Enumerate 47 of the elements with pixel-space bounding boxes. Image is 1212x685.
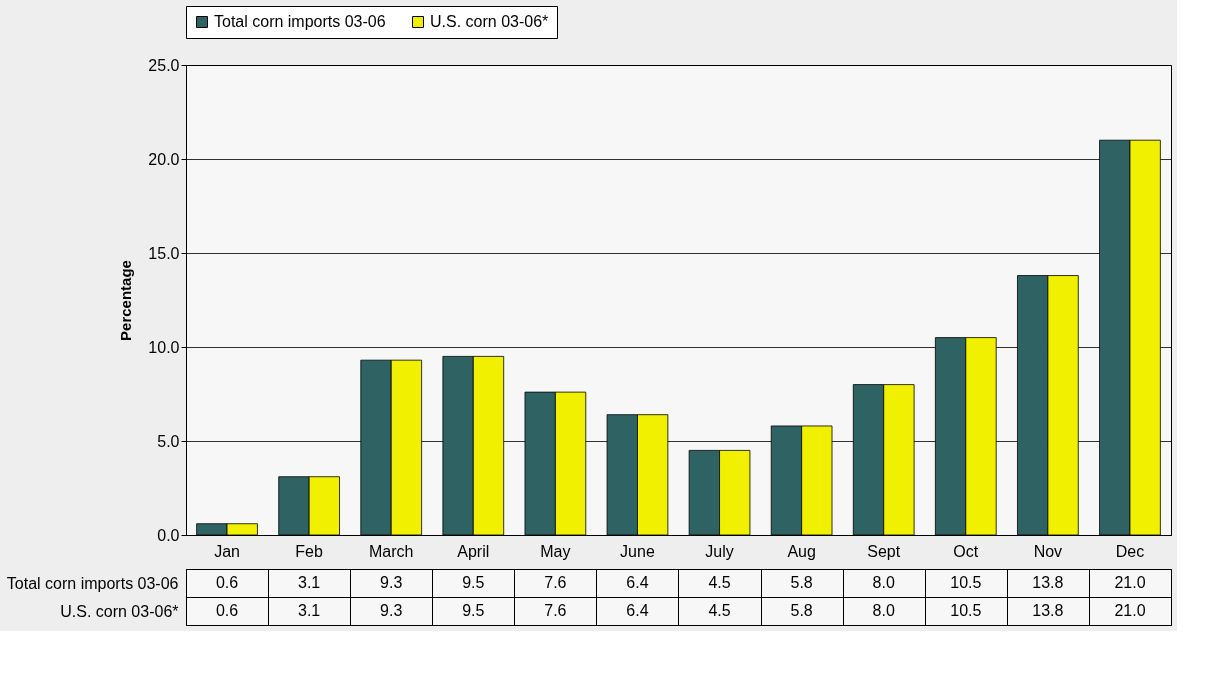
legend-label: Total corn imports 03-06 xyxy=(214,13,386,30)
data-label: 4.5 xyxy=(708,602,731,619)
x-tick-label: Nov xyxy=(1033,542,1063,560)
x-tick-label: Sept xyxy=(867,542,901,560)
x-tick-label: March xyxy=(368,542,414,560)
data-label: 3.1 xyxy=(298,602,321,619)
y-tick-label: 10.0 xyxy=(148,338,180,356)
x-tick-label: June xyxy=(620,542,655,560)
y-tick-label: 15.0 xyxy=(148,244,180,262)
legend-label: U.S. corn 03-06* xyxy=(430,13,549,30)
data-label: 7.6 xyxy=(544,574,567,591)
data-label: 4.5 xyxy=(708,574,731,591)
data-label: 9.3 xyxy=(380,602,403,619)
data-label: 10.5 xyxy=(950,602,982,619)
y-tick-label: 0.0 xyxy=(157,526,180,544)
data-label: 6.4 xyxy=(626,602,649,619)
data-label: 13.8 xyxy=(1032,602,1064,619)
x-tick-label: Feb xyxy=(295,542,324,560)
data-label: 21.0 xyxy=(1114,574,1146,591)
y-tick-label: 20.0 xyxy=(148,150,180,168)
x-tick-label: Oct xyxy=(953,542,979,560)
x-tick-label: Dec xyxy=(1115,542,1145,560)
x-tick-label: July xyxy=(705,542,734,560)
data-label: 0.6 xyxy=(215,602,239,619)
data-label: 9.5 xyxy=(462,602,485,619)
y-tick-label: 25.0 xyxy=(148,56,180,74)
data-label: 5.8 xyxy=(790,602,813,619)
data-label: 10.5 xyxy=(950,574,982,591)
text: U.S. corn 03-06* xyxy=(60,602,179,620)
data-label: 21.0 xyxy=(1114,602,1146,619)
data-label: 9.5 xyxy=(462,574,485,591)
x-tick-label: Jan xyxy=(214,542,240,560)
x-tick-label: April xyxy=(457,542,490,560)
x-tick-label: May xyxy=(540,542,571,560)
data-label: 7.6 xyxy=(544,602,567,619)
data-label: 0.6 xyxy=(215,574,239,591)
x-tick-label: Aug xyxy=(787,542,816,560)
data-label: 13.8 xyxy=(1032,574,1064,591)
data-label: 8.0 xyxy=(872,602,895,619)
data-label: 3.1 xyxy=(298,574,321,591)
y-axis-title: Percentage xyxy=(117,260,135,341)
data-label: 6.4 xyxy=(626,574,649,591)
text: Total corn imports 03-06 xyxy=(6,574,179,592)
data-label: 8.0 xyxy=(872,574,895,591)
data-label: 5.8 xyxy=(790,574,813,591)
data-label: 9.3 xyxy=(380,574,403,591)
y-tick-label: 5.0 xyxy=(157,432,180,450)
